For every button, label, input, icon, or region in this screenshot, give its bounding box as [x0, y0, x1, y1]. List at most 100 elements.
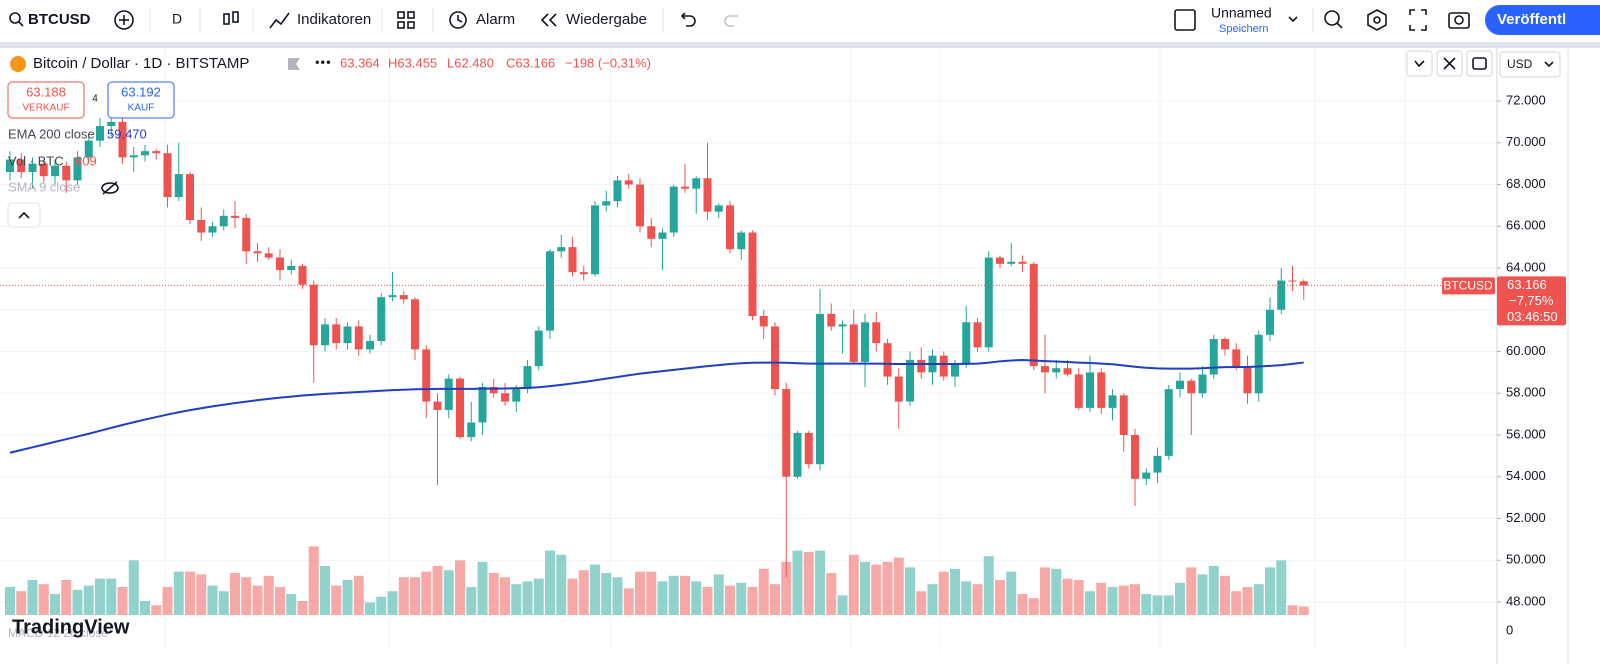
alert-button[interactable]: Alarm	[476, 11, 515, 28]
candle-body	[782, 389, 791, 477]
sell-label[interactable]: VERKAUF	[22, 103, 69, 114]
more-button[interactable]: •••	[315, 54, 332, 69]
volume-bar	[567, 578, 578, 615]
y-tick-label: 52.000	[1506, 510, 1546, 525]
y-tick-label: 70.000	[1506, 134, 1546, 149]
volume-bar	[1118, 585, 1129, 615]
volume-bar	[1242, 587, 1253, 615]
volume-bar	[736, 582, 747, 615]
volume-bar	[905, 567, 915, 615]
volume-bar	[477, 561, 488, 615]
candle-body	[129, 155, 138, 158]
volume-bar	[61, 580, 72, 615]
volume-bar	[421, 571, 432, 615]
candle-body	[478, 386, 487, 423]
candle-body	[793, 432, 802, 477]
candle-body	[28, 163, 37, 172]
candle-body	[17, 159, 26, 172]
volume-bar	[668, 575, 679, 615]
candle-body	[433, 401, 442, 410]
candle-body	[287, 265, 296, 271]
volume-bar	[1163, 595, 1174, 615]
candle-body	[939, 355, 948, 377]
replay-button[interactable]: Wiedergabe	[566, 11, 647, 28]
volume-bar	[995, 580, 1005, 615]
candle-body	[1018, 261, 1027, 264]
candle-body	[703, 178, 712, 212]
volume-bar	[1231, 591, 1242, 615]
ohlc-change: −198 (−0,31%)	[565, 55, 651, 70]
volume-bar	[1298, 606, 1309, 615]
volume-bar	[1040, 567, 1050, 615]
currency-box[interactable]	[1499, 51, 1561, 78]
candle-body	[849, 324, 858, 362]
candle-body	[118, 121, 127, 158]
vol-legend-value: 609	[75, 153, 97, 168]
candle-body	[1063, 368, 1072, 375]
layout-name[interactable]: Unnamed	[1211, 5, 1272, 21]
volume-bar	[1051, 568, 1062, 615]
candle-body	[726, 205, 734, 250]
collapse-button[interactable]	[7, 202, 41, 228]
candle-body	[1052, 368, 1061, 373]
candle-body	[366, 341, 374, 350]
candle-body	[951, 364, 959, 377]
candle-body	[804, 432, 813, 465]
candle-body	[1153, 455, 1162, 473]
buy-label[interactable]: KAUF	[128, 103, 155, 114]
y-tick-label: 56.000	[1506, 426, 1546, 441]
toolbar	[0, 0, 1600, 42]
volume-bar	[511, 584, 522, 615]
y-tick-label: 48.000	[1506, 593, 1546, 608]
volume-bar	[1107, 587, 1118, 615]
sma-legend: SMA 9 close	[8, 179, 80, 194]
ema-line	[9, 359, 1304, 454]
symbol[interactable]: BTCUSD	[28, 11, 91, 28]
candle-body	[669, 186, 678, 233]
indicators-button[interactable]: Indikatoren	[297, 11, 371, 28]
candle-body	[624, 180, 633, 185]
volume-bar	[781, 561, 792, 615]
volume-bar	[815, 550, 825, 615]
volume-bar	[342, 580, 353, 615]
buy-box[interactable]	[107, 81, 175, 119]
volume-bar	[387, 591, 398, 615]
hidden-eye[interactable]	[101, 181, 119, 195]
volume-bar	[601, 573, 612, 615]
candle-body	[276, 257, 284, 271]
candle-body	[681, 186, 689, 189]
candle-body	[298, 265, 307, 285]
candle-body	[771, 326, 779, 390]
candle-body	[152, 151, 161, 154]
volume-bar	[398, 577, 409, 615]
volume-bar	[432, 566, 443, 615]
candle-body	[186, 174, 194, 220]
candle-body	[1266, 309, 1274, 335]
publish-bg[interactable]	[1485, 5, 1600, 35]
candle-body	[467, 422, 476, 438]
volume-bar	[27, 580, 38, 615]
volume-bar	[691, 581, 702, 615]
buy-price[interactable]: 63.192	[121, 84, 161, 99]
volume-bar	[860, 561, 870, 615]
ohlc-high: H63.455	[388, 55, 437, 70]
pane-buttons[interactable]	[1406, 50, 1493, 77]
candle-body	[411, 299, 419, 350]
volume-bar	[871, 564, 882, 615]
candle-body	[1299, 281, 1308, 286]
price-tag-countdown: 03:46:50	[1507, 309, 1558, 324]
publish-button[interactable]: Veröffentl	[1497, 11, 1566, 28]
volume-bar	[1220, 575, 1230, 615]
y-tick-label: 54.000	[1506, 468, 1546, 483]
save-button[interactable]: Speichern	[1219, 23, 1269, 35]
y-tick-label: 64.000	[1506, 259, 1546, 274]
volume-bar	[556, 554, 567, 615]
interval[interactable]: D	[172, 11, 182, 27]
currency[interactable]: USD	[1507, 57, 1533, 71]
sell-price[interactable]: 63.188	[26, 84, 66, 99]
candle-body	[219, 215, 228, 227]
candle-body	[512, 389, 521, 402]
sell-box[interactable]	[7, 81, 85, 119]
volume-bar	[803, 552, 814, 615]
candle-body	[163, 153, 172, 198]
